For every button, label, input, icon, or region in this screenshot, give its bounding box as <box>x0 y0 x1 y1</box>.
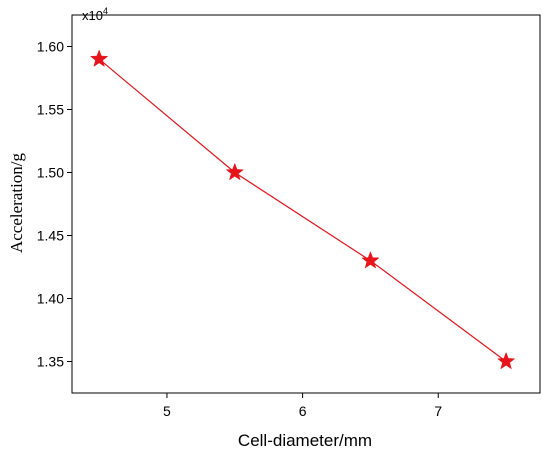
data-point-star <box>496 351 516 370</box>
data-point-star <box>361 250 380 269</box>
plot-border <box>71 14 541 394</box>
x-tick-label: 6 <box>299 403 307 419</box>
series-line <box>98 58 507 362</box>
y-axis-ticks: 1.35 1.40 1.45 1.50 1.55 1.60 <box>37 39 72 370</box>
y-tick-label: 1.50 <box>37 165 64 181</box>
data-point-star <box>89 49 109 67</box>
y-axis-label: Acceleration/g <box>7 152 26 253</box>
y-tick-label: 1.35 <box>37 354 64 370</box>
data-series <box>89 49 516 370</box>
x-axis-label: Cell-diameter/mm <box>238 431 372 450</box>
x-tick-label: 7 <box>434 403 442 419</box>
data-point-star <box>225 162 245 181</box>
y-tick-label: 1.60 <box>37 39 64 55</box>
y-tick-label: 1.40 <box>37 291 64 307</box>
y-axis-multiplier: x104 <box>82 6 108 23</box>
x-tick-label: 5 <box>163 403 171 419</box>
x-axis-ticks: 5 6 7 <box>163 393 442 419</box>
y-tick-label: 1.55 <box>37 102 64 118</box>
y-tick-label: 1.45 <box>37 228 64 244</box>
plot-frame <box>71 14 541 394</box>
